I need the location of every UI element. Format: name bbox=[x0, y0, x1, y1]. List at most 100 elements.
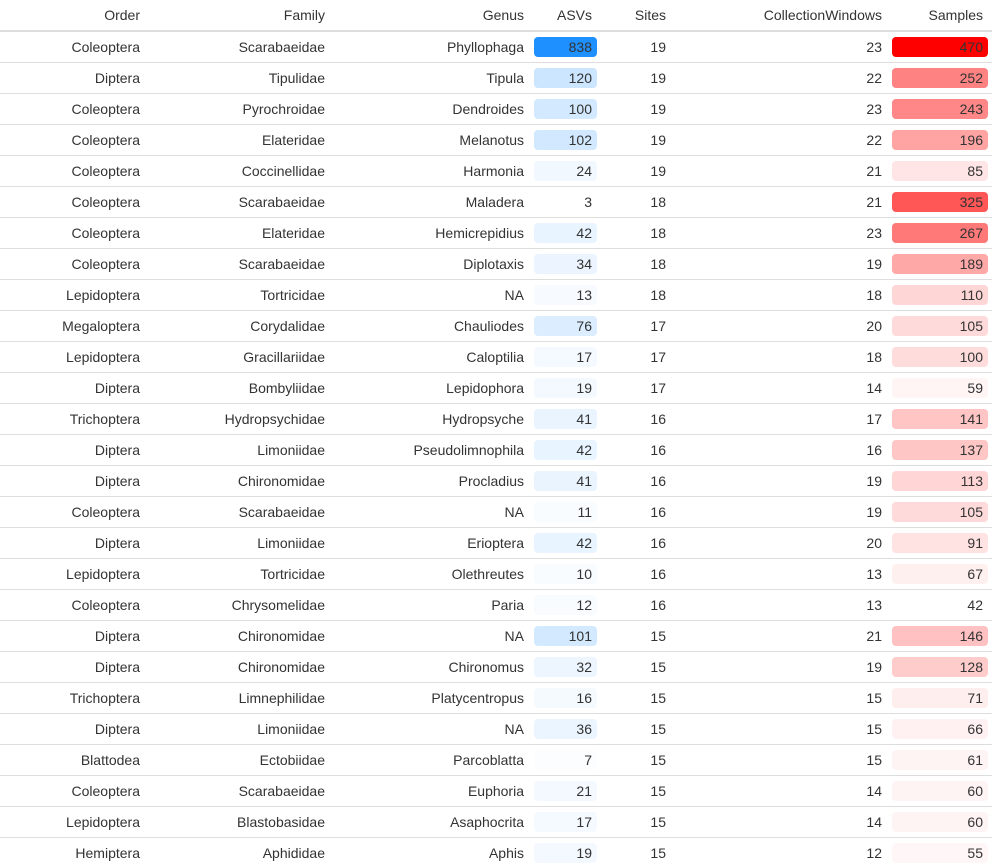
cell-asvs: 32 bbox=[530, 651, 601, 683]
cell-sites: 18 bbox=[601, 186, 672, 218]
cell-samples: 66 bbox=[888, 713, 992, 745]
table-row: Coleoptera Scarabaeidae Euphoria 21 15 14 60 bbox=[0, 775, 992, 807]
table-row: Lepidoptera Tortricidae NA 13 18 18 110 bbox=[0, 279, 992, 311]
cell-collection-windows: 20 bbox=[672, 310, 888, 342]
cell-collection-windows: 19 bbox=[672, 496, 888, 528]
cell-collection-windows: 18 bbox=[672, 279, 888, 311]
samples-value: 105 bbox=[959, 504, 983, 520]
asvs-value: 838 bbox=[568, 39, 592, 55]
cell-collection-windows: 22 bbox=[672, 62, 888, 94]
cell-collection-windows: 23 bbox=[672, 93, 888, 125]
asvs-value: 12 bbox=[576, 597, 592, 613]
asvs-value: 19 bbox=[576, 845, 592, 861]
column-header-order[interactable]: Order bbox=[0, 0, 146, 32]
samples-color-bar bbox=[892, 378, 988, 398]
cell-collection-windows: 18 bbox=[672, 341, 888, 373]
samples-color-bar bbox=[892, 533, 988, 553]
cell-family: Limoniidae bbox=[146, 713, 331, 745]
asvs-color-bar bbox=[534, 843, 597, 863]
cell-samples: 100 bbox=[888, 341, 992, 373]
cell-samples: 137 bbox=[888, 434, 992, 466]
cell-sites: 16 bbox=[601, 527, 672, 559]
cell-sites: 16 bbox=[601, 403, 672, 435]
column-header-collection-windows[interactable]: CollectionWindows bbox=[672, 0, 888, 32]
cell-genus: Lepidophora bbox=[331, 372, 530, 404]
samples-color-bar bbox=[892, 688, 988, 708]
asvs-value: 11 bbox=[577, 504, 592, 520]
table-row: Diptera Chironomidae NA 101 15 21 146 bbox=[0, 620, 992, 652]
cell-asvs: 3 bbox=[530, 186, 601, 218]
cell-genus: NA bbox=[331, 620, 530, 652]
table-row: Diptera Tipulidae Tipula 120 19 22 252 bbox=[0, 62, 992, 94]
cell-family: Chironomidae bbox=[146, 651, 331, 683]
column-header-asvs[interactable]: ASVs bbox=[530, 0, 601, 32]
cell-samples: 42 bbox=[888, 589, 992, 621]
cell-family: Scarabaeidae bbox=[146, 30, 331, 63]
cell-collection-windows: 23 bbox=[672, 30, 888, 63]
cell-order: Coleoptera bbox=[0, 248, 146, 280]
cell-family: Chrysomelidae bbox=[146, 589, 331, 621]
cell-sites: 19 bbox=[601, 93, 672, 125]
cell-sites: 16 bbox=[601, 496, 672, 528]
column-header-genus[interactable]: Genus bbox=[331, 0, 530, 32]
samples-color-bar bbox=[892, 347, 988, 367]
cell-genus: Phyllophaga bbox=[331, 30, 530, 63]
cell-asvs: 21 bbox=[530, 775, 601, 807]
cell-asvs: 100 bbox=[530, 93, 601, 125]
cell-order: Coleoptera bbox=[0, 124, 146, 156]
asvs-color-bar bbox=[534, 68, 597, 88]
samples-color-bar bbox=[892, 316, 988, 336]
cell-family: Pyrochroidae bbox=[146, 93, 331, 125]
asvs-value: 17 bbox=[576, 349, 592, 365]
cell-collection-windows: 21 bbox=[672, 186, 888, 218]
cell-order: Coleoptera bbox=[0, 589, 146, 621]
cell-collection-windows: 19 bbox=[672, 248, 888, 280]
cell-genus: Tipula bbox=[331, 62, 530, 94]
cell-asvs: 16 bbox=[530, 682, 601, 714]
asvs-value: 101 bbox=[568, 628, 592, 644]
column-header-samples[interactable]: Samples bbox=[888, 0, 992, 32]
cell-collection-windows: 15 bbox=[672, 713, 888, 745]
cell-asvs: 19 bbox=[530, 372, 601, 404]
samples-value: 42 bbox=[967, 597, 983, 613]
cell-collection-windows: 13 bbox=[672, 558, 888, 590]
cell-asvs: 120 bbox=[530, 62, 601, 94]
cell-samples: 85 bbox=[888, 155, 992, 187]
cell-collection-windows: 14 bbox=[672, 806, 888, 838]
cell-collection-windows: 23 bbox=[672, 217, 888, 249]
cell-sites: 18 bbox=[601, 217, 672, 249]
samples-value: 59 bbox=[967, 380, 983, 396]
table-row: Coleoptera Elateridae Melanotus 102 19 22 196 bbox=[0, 124, 992, 156]
samples-color-bar bbox=[892, 192, 988, 212]
samples-value: 61 bbox=[967, 752, 983, 768]
cell-asvs: 36 bbox=[530, 713, 601, 745]
samples-color-bar bbox=[892, 440, 988, 460]
table-row: Lepidoptera Blastobasidae Asaphocrita 17 15 1… bbox=[0, 806, 992, 838]
cell-asvs: 17 bbox=[530, 341, 601, 373]
samples-value: 141 bbox=[959, 411, 983, 427]
cell-sites: 15 bbox=[601, 713, 672, 745]
cell-genus: Chauliodes bbox=[331, 310, 530, 342]
cell-collection-windows: 22 bbox=[672, 124, 888, 156]
samples-color-bar bbox=[892, 502, 988, 522]
cell-asvs: 101 bbox=[530, 620, 601, 652]
table-row: Coleoptera Scarabaeidae Maladera 3 18 21 325 bbox=[0, 186, 992, 218]
cell-sites: 18 bbox=[601, 279, 672, 311]
cell-sites: 16 bbox=[601, 434, 672, 466]
cell-samples: 67 bbox=[888, 558, 992, 590]
cell-order: Lepidoptera bbox=[0, 279, 146, 311]
column-header-family[interactable]: Family bbox=[146, 0, 331, 32]
table-row: Coleoptera Pyrochroidae Dendroides 100 19 23 2… bbox=[0, 93, 992, 125]
asvs-color-bar bbox=[534, 409, 597, 429]
cell-asvs: 19 bbox=[530, 837, 601, 868]
samples-color-bar bbox=[892, 254, 988, 274]
cell-asvs: 17 bbox=[530, 806, 601, 838]
asvs-value: 34 bbox=[576, 256, 592, 272]
cell-sites: 19 bbox=[601, 124, 672, 156]
asvs-value: 24 bbox=[576, 163, 592, 179]
samples-value: 91 bbox=[967, 535, 983, 551]
asvs-color-bar bbox=[534, 626, 597, 646]
column-header-sites[interactable]: Sites bbox=[601, 0, 672, 32]
asvs-color-bar bbox=[534, 37, 597, 57]
table-row: Diptera Bombyliidae Lepidophora 19 17 14 59 bbox=[0, 372, 992, 404]
